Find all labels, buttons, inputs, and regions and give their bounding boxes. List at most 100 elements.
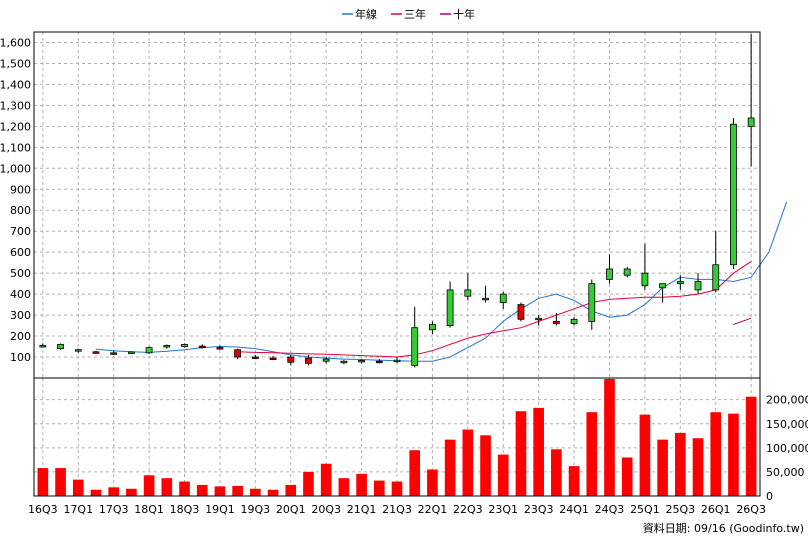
x-tick-label: 23Q3 (524, 503, 554, 516)
volume-bar (161, 478, 173, 496)
candle-body (127, 351, 135, 354)
x-tick-label: 25Q1 (630, 503, 660, 516)
volume-bar (179, 481, 190, 496)
x-tick-label: 19Q1 (205, 503, 235, 516)
volume-bar (710, 412, 722, 496)
price-tick-label: 700 (10, 225, 31, 238)
candle-body (499, 293, 507, 303)
candle-body (482, 297, 489, 301)
price-tick-label: 1,200 (0, 120, 31, 133)
x-tick-label: 24Q3 (595, 503, 625, 516)
candle-body (446, 289, 454, 326)
candle-body (641, 272, 649, 287)
candle-body (747, 117, 755, 127)
candle-body (712, 264, 720, 291)
x-tick-label: 17Q1 (63, 503, 93, 516)
candle-body (676, 281, 684, 285)
legend-label: 三年 (404, 7, 426, 21)
candle-body (305, 357, 312, 364)
price-axis: 100 200 300 400 500 600 700 800 900 1,000 1,100 1,2… (0, 36, 31, 364)
price-tick-label: 1,500 (0, 57, 31, 70)
volume-panel-frame (33, 377, 761, 497)
price-tick-label: 500 (10, 267, 31, 280)
x-tick-label: 26Q3 (736, 503, 766, 516)
candle-body (552, 320, 560, 324)
candle-body (358, 359, 365, 363)
volume-bar (356, 473, 367, 496)
x-tick-label: 16Q3 (28, 503, 58, 516)
legend-label: 十年 (453, 7, 475, 21)
candle-body (251, 356, 259, 359)
price-tick-label: 1,600 (0, 36, 31, 49)
volume-bar (267, 489, 279, 496)
candle-body (340, 360, 348, 364)
price-tick-label: 900 (10, 183, 31, 196)
volume-bar (480, 435, 491, 496)
price-tick-label: 400 (10, 288, 31, 301)
volume-bar (462, 429, 474, 496)
volume-bar (427, 469, 438, 496)
volume-bar (657, 439, 668, 496)
candle-body (163, 345, 171, 348)
candle-body (322, 358, 330, 362)
volume-tick-label: 100,000 (766, 442, 808, 455)
volume-tick-label: 150,000 (766, 418, 808, 431)
candle-body (393, 359, 401, 363)
volume-bar (196, 484, 208, 496)
x-tick-label: 22Q3 (453, 503, 483, 516)
volume-bar (126, 488, 137, 496)
volume-bar (728, 413, 739, 496)
candle-body (234, 349, 242, 358)
x-tick-label: 25Q3 (665, 503, 695, 516)
x-tick-label: 21Q1 (347, 503, 377, 516)
candle-body (375, 360, 383, 364)
volume-bar (90, 489, 102, 496)
candle-body (606, 268, 613, 280)
x-tick-label: 20Q3 (311, 503, 341, 516)
x-tick-label: 18Q1 (134, 503, 164, 516)
volume-tick-label: 50,000 (766, 466, 805, 479)
price-tick-label: 300 (10, 309, 31, 322)
volume-bar (373, 480, 385, 496)
volume-bar (55, 468, 66, 496)
x-tick-label: 23Q1 (488, 503, 518, 516)
volume-bars (37, 378, 757, 496)
candle-body (287, 356, 295, 363)
candle-body (570, 318, 578, 324)
volume-bar (143, 475, 155, 496)
candle-body (39, 345, 47, 348)
volume-bar (586, 412, 598, 496)
candle-body (659, 283, 667, 289)
x-axis: 16Q3 17Q1 17Q3 18Q1 18Q3 19Q1 19Q3 20Q1 20Q3 21Q1… (28, 503, 766, 516)
volume-bar (533, 407, 544, 496)
volume-bar (444, 439, 456, 496)
volume-bar (515, 411, 527, 496)
price-tick-label: 100 (10, 351, 31, 364)
x-tick-label: 22Q1 (418, 503, 448, 516)
candle-body (74, 349, 82, 352)
price-tick-label: 1,100 (0, 141, 31, 154)
price-tick-label: 1,400 (0, 78, 31, 91)
candle-body (198, 345, 206, 349)
volume-tick-label: 0 (766, 490, 773, 503)
price-tick-label: 1,300 (0, 99, 31, 112)
volume-bar (320, 463, 332, 496)
x-tick-label: 18Q3 (170, 503, 200, 516)
ma-line (733, 317, 752, 325)
volume-bar (745, 396, 757, 496)
volume-bar (303, 471, 314, 496)
candle-body (730, 123, 737, 266)
volume-bar (621, 457, 633, 496)
candle-body (92, 351, 100, 354)
candle-body (57, 344, 64, 350)
volume-bar (72, 479, 84, 496)
x-tick-label: 17Q3 (99, 503, 129, 516)
price-tick-label: 200 (10, 330, 31, 343)
candle-body (411, 327, 419, 366)
volume-bar (639, 414, 651, 496)
volume-bar (568, 466, 580, 496)
volume-bar (232, 485, 243, 496)
volume-bar (214, 486, 226, 496)
x-tick-label: 19Q3 (241, 503, 271, 516)
volume-axis: 0 50,000 100,000 150,000 200,000 (766, 394, 808, 503)
